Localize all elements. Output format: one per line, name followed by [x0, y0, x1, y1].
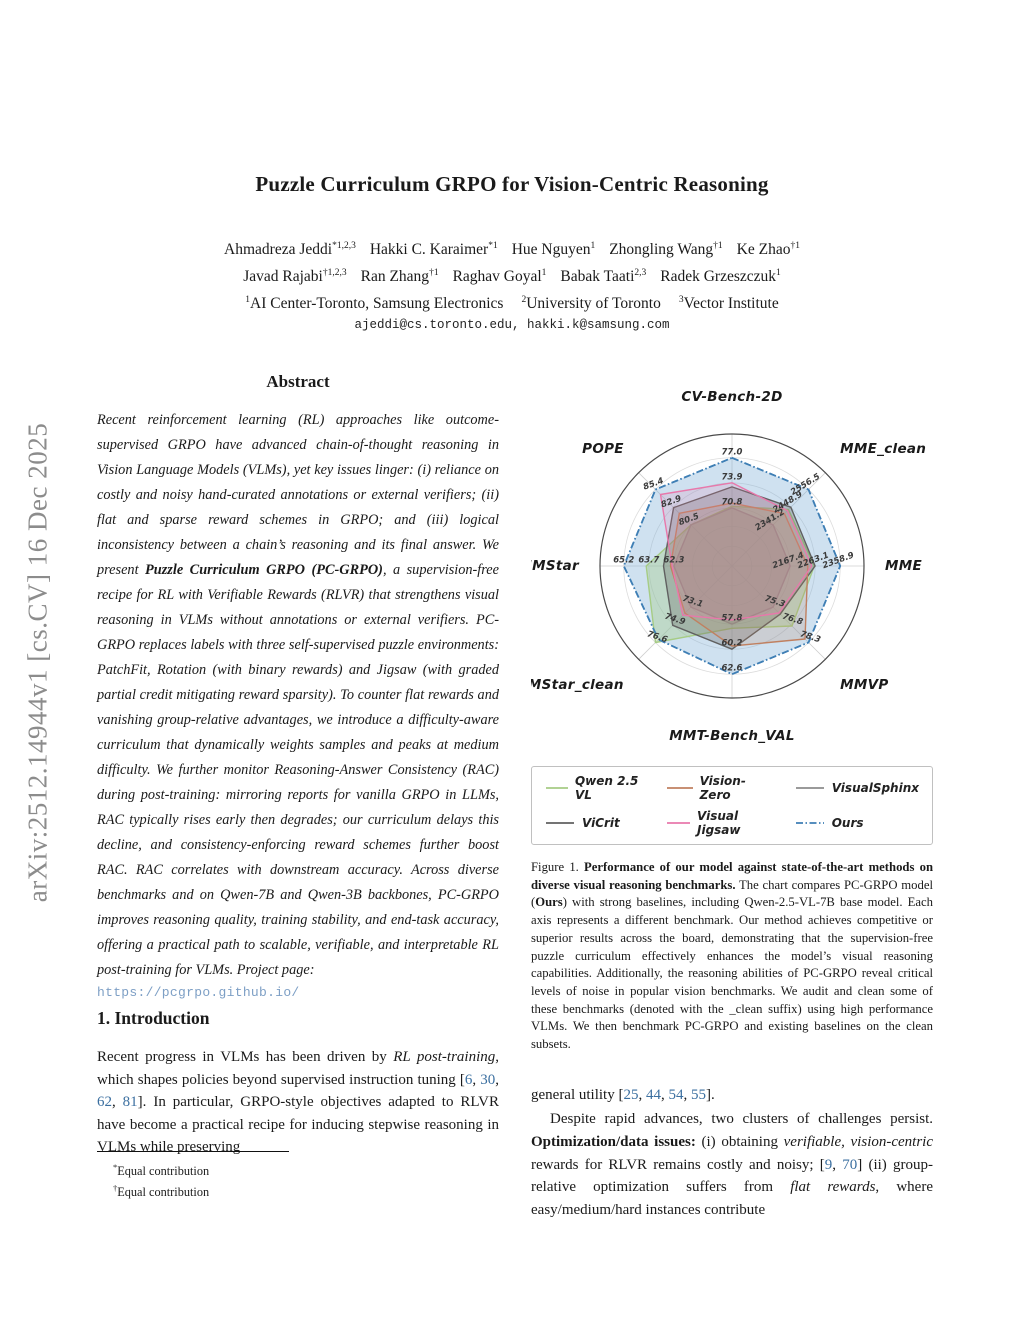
footnote-rule — [97, 1151, 289, 1152]
svg-text:63.7: 63.7 — [638, 556, 659, 566]
radar-axis-label: MME — [885, 558, 922, 574]
section-heading-introduction: 1. Introduction — [97, 1008, 210, 1028]
legend-label: ViCrit — [582, 816, 620, 830]
affiliation: 1AI Center-Toronto, Samsung Electronics — [245, 294, 504, 312]
authors-line-2: Javad Rajabi†1,2,3 Ran Zhang†1 Raghav Goya… — [0, 263, 1024, 290]
figure-1-caption: Figure 1. Performance of our model again… — [531, 860, 933, 1052]
author-name: Radek Grzeszczuk1 — [660, 267, 781, 285]
author-name: Zhongling Wang†1 — [609, 240, 723, 258]
legend-line-sample — [795, 822, 824, 824]
citation-link[interactable]: 44 — [645, 1086, 661, 1103]
svg-text:57.8: 57.8 — [722, 614, 743, 624]
author-name: Babak Taati2,3 — [560, 267, 647, 285]
legend-label: Qwen 2.5 VL — [574, 774, 639, 802]
author-name: Hue Nguyen1 — [511, 240, 596, 258]
author-emails: ajeddi@cs.toronto.edu, hakki.k@samsung.c… — [354, 318, 670, 332]
radar-axis-label: MME_clean — [840, 441, 926, 457]
footnote-block: *Equal contribution †Equal contribution — [97, 1151, 499, 1201]
legend-item: VisualSphinx — [795, 774, 919, 802]
affiliation: 3Vector Institute — [678, 294, 779, 312]
radar-axis-label: MMVP — [840, 677, 888, 693]
legend-item: Visual Jigsaw — [666, 809, 769, 837]
citation-link[interactable]: 30 — [480, 1071, 496, 1088]
footnote: †Equal contribution — [113, 1183, 210, 1200]
legend-label: VisualSphinx — [831, 781, 919, 795]
citation-link[interactable]: 25 — [623, 1086, 639, 1103]
right-column: 70.8 73.9 77.0 2341.2 2448.9 2556.5 2167.4 2263… — [531, 360, 933, 1221]
legend-line-sample — [666, 787, 693, 789]
abstract-text: Recent reinforcement learning (RL) appro… — [97, 412, 499, 978]
project-page-link[interactable]: https://pcgrpo.github.io/ — [97, 985, 300, 1000]
body-paragraph-2: Despite rapid advances, two clusters of … — [531, 1111, 934, 1218]
citation-link[interactable]: 54 — [668, 1086, 684, 1103]
legend-line-sample — [795, 787, 824, 789]
citation-link[interactable]: 6 — [464, 1071, 473, 1088]
svg-text:62.3: 62.3 — [663, 556, 684, 566]
figure-1: 70.8 73.9 77.0 2341.2 2448.9 2556.5 2167.4 2263… — [531, 360, 933, 845]
legend-item: ViCrit — [545, 809, 640, 837]
legend-label: Vision-Zero — [699, 774, 746, 802]
legend-label: Ours — [831, 816, 864, 830]
author-name: Raghav Goyal1 — [452, 267, 547, 285]
legend-item: Qwen 2.5 VL — [545, 774, 640, 802]
author-name: Ahmadreza Jeddi*1,2,3 — [224, 240, 356, 258]
legend-line-sample — [666, 822, 690, 824]
body-paragraph-1: general utility [25, 44, 54, 55]. — [531, 1086, 715, 1103]
author-name: Ran Zhang†1 — [360, 267, 439, 285]
footnote-lines: *Equal contribution †Equal contribution — [97, 1159, 499, 1201]
svg-text:60.2: 60.2 — [722, 639, 743, 649]
legend-line-sample — [546, 822, 574, 824]
abstract-heading: Abstract — [266, 372, 330, 391]
author-name: Ke Zhao†1 — [736, 240, 800, 258]
radar-axis-label: MMStar_clean — [531, 677, 624, 693]
citation-link[interactable]: 55 — [690, 1086, 706, 1103]
citation-link[interactable]: 9 — [824, 1156, 833, 1173]
radar-chart: 70.873.977.02341.22448.92556.52167.42263… — [531, 389, 926, 744]
authors-block: Ahmadreza Jeddi*1,2,3 Hakki C. Karaimer*1… — [0, 236, 1024, 317]
radar-axis-label: MMStar — [531, 558, 580, 574]
legend-label: Visual Jigsaw — [697, 809, 741, 837]
radar-axis-label: CV-Bench-2D — [681, 389, 782, 405]
svg-text:73.9: 73.9 — [722, 472, 743, 482]
svg-text:70.8: 70.8 — [722, 497, 743, 507]
author-name: Hakki C. Karaimer*1 — [369, 240, 498, 258]
authors-line-1: Ahmadreza Jeddi*1,2,3 Hakki C. Karaimer*1… — [0, 236, 1024, 263]
citation-link[interactable]: 62 — [97, 1094, 112, 1111]
left-column: Abstract Recent reinforcement learning (… — [97, 372, 499, 1202]
introduction-paragraph: Recent progress in VLMs has been driven … — [97, 1049, 500, 1156]
footnote: *Equal contribution — [113, 1162, 210, 1179]
affiliation: 2University of Toronto — [521, 294, 661, 312]
radar-axis-label: MMT-Bench_VAL — [669, 728, 795, 744]
author-name: Javad Rajabi†1,2,3 — [243, 267, 347, 285]
citation-link[interactable]: 81 — [122, 1094, 138, 1111]
chart-legend: Qwen 2.5 VL Vision-Zero VisualSphinx ViCrit… — [531, 766, 933, 845]
svg-text:65.2: 65.2 — [613, 556, 634, 566]
arxiv-watermark: arXiv:2512.14944v1 [cs.CV] 16 Dec 2025 — [22, 422, 53, 903]
svg-text:62.6: 62.6 — [722, 664, 743, 674]
radar-axis-label: POPE — [582, 441, 624, 457]
page-title: Puzzle Curriculum GRPO for Vision-Centri… — [255, 172, 769, 196]
legend-line-sample — [546, 787, 568, 789]
affiliations-line: 1AI Center-Toronto, Samsung Electronics 2… — [0, 290, 1024, 317]
svg-text:77.0: 77.0 — [722, 447, 743, 457]
legend-item: Ours — [795, 809, 919, 837]
legend-item: Vision-Zero — [666, 774, 769, 802]
citation-link[interactable]: 70 — [842, 1156, 858, 1173]
